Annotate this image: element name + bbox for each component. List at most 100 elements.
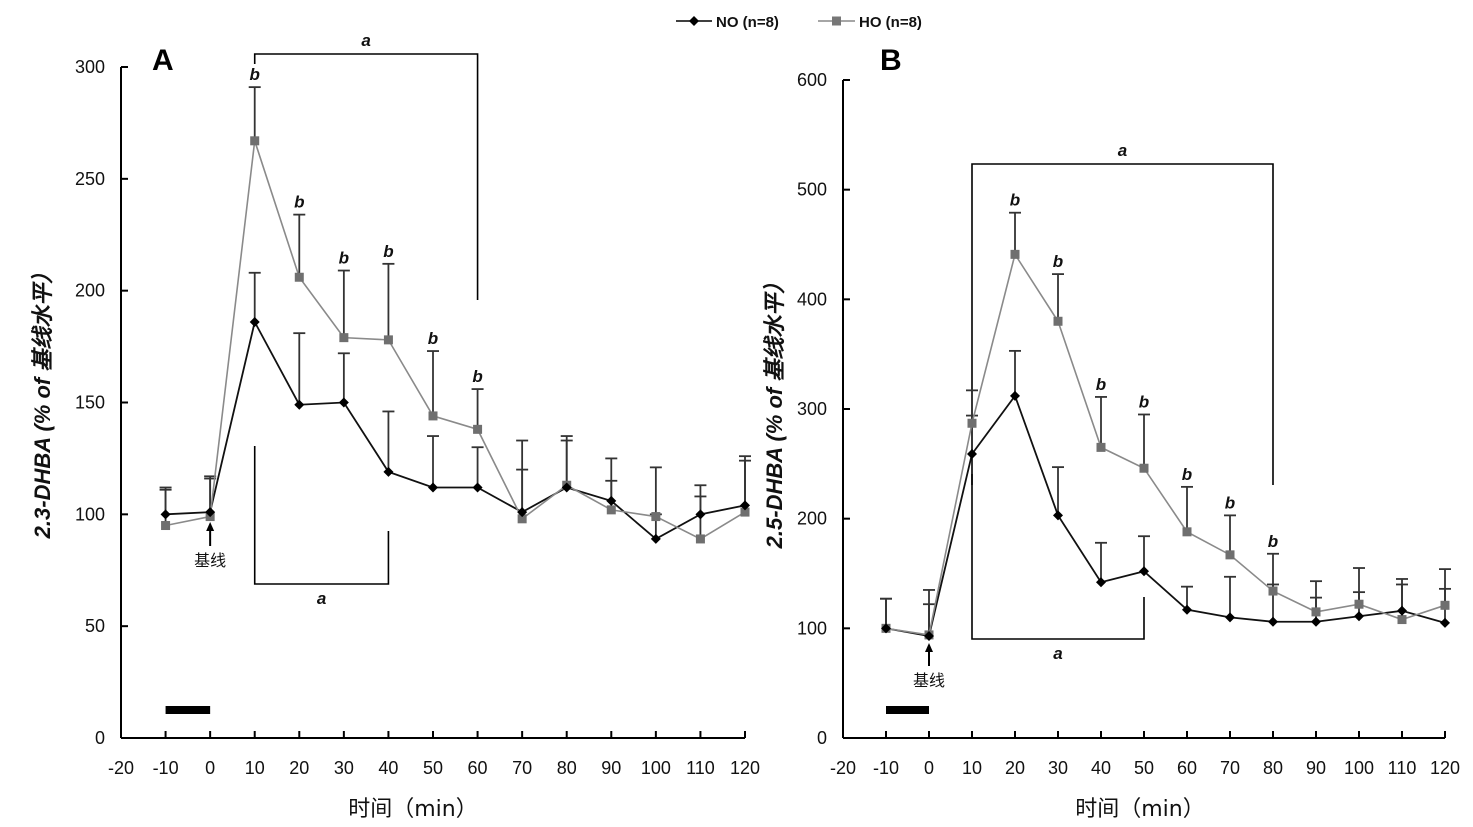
data-point-no	[517, 507, 528, 518]
y-tick-label: 200	[797, 509, 827, 529]
y-tick-label: 500	[797, 180, 827, 200]
x-tick-label: 120	[730, 758, 760, 778]
x-tick-label: -20	[830, 758, 856, 778]
series-markers-b	[881, 249, 1450, 642]
x-axis-a: -20 -10 0 10 20 30 40 50 60 70 80 90 100 110 120	[108, 731, 760, 778]
significance-bracket-top	[971, 163, 1274, 485]
x-tick-label: 60	[1177, 758, 1197, 778]
x-tick-label: 100	[1344, 758, 1374, 778]
x-tick-label: -10	[153, 758, 179, 778]
x-tick-label: 80	[557, 758, 577, 778]
data-point-no	[650, 533, 661, 544]
data-point-no	[160, 509, 171, 520]
data-point-no	[1397, 605, 1407, 616]
annotations-b: 基线 a a b b b b b b b	[886, 141, 1278, 714]
data-point-no	[1268, 616, 1278, 627]
significance-label-b: b	[294, 193, 304, 212]
x-tick-label: 10	[245, 758, 265, 778]
chart-panel-b: B 2.5-DHBA (% of 基线水平） 时间（min） 010020030…	[762, 44, 1460, 822]
y-tick-label: 100	[797, 618, 827, 638]
x-tick-label: 60	[468, 758, 488, 778]
baseline-label: 基线	[194, 551, 226, 570]
data-point-no	[606, 495, 617, 506]
data-point-ho	[606, 505, 616, 515]
y-axis-a: 0 50 100 150 200 250 300	[75, 57, 128, 748]
data-point-no	[1182, 604, 1192, 615]
x-tick-label: 80	[1263, 758, 1283, 778]
legend-marker-diamond	[689, 16, 699, 26]
series-lines-a	[165, 140, 746, 541]
data-point-ho	[339, 333, 349, 343]
x-tick-label: 30	[334, 758, 354, 778]
bracket-top-label: a	[1118, 141, 1127, 160]
y-tick-label: 0	[95, 728, 105, 748]
significance-bracket-bottom	[253, 446, 390, 585]
data-point-no	[1010, 390, 1020, 401]
data-point-no	[428, 482, 438, 493]
y-tick-label: 0	[817, 728, 827, 748]
x-axis-title-b: 时间（min）	[1075, 797, 1205, 822]
data-point-no	[338, 397, 349, 408]
arrow-up-icon	[925, 643, 933, 652]
y-tick-label: 300	[75, 57, 105, 77]
y-axis-title-b: 2.5-DHBA (% of 基线水平）	[762, 272, 787, 550]
x-tick-label: 70	[1220, 758, 1240, 778]
significance-bracket-top	[253, 53, 479, 300]
data-point-no	[294, 399, 305, 410]
series-line-no	[885, 393, 1446, 638]
series-lines-b	[885, 252, 1446, 638]
series-line-ho	[885, 252, 1446, 636]
significance-label-b: b	[1182, 465, 1192, 484]
y-tick-label: 400	[797, 289, 827, 309]
x-tick-label: 20	[1005, 758, 1025, 778]
data-point-ho	[1139, 463, 1149, 473]
x-tick-label: 50	[423, 758, 443, 778]
y-axis-title-a: 2.3-DHBA (% of 基线水平）	[30, 262, 55, 540]
x-tick-label: -10	[873, 758, 899, 778]
bracket-bottom-label: a	[317, 589, 326, 608]
x-tick-label: 0	[205, 758, 215, 778]
significance-label-b: b	[428, 329, 438, 348]
annotations-a: 基线 a a b b b b b b	[165, 31, 483, 714]
x-tick-label: 10	[962, 758, 982, 778]
data-point-no	[249, 316, 260, 327]
x-tick-label: 40	[378, 758, 398, 778]
data-point-ho	[1182, 527, 1192, 537]
legend-marker-square	[832, 16, 841, 26]
data-point-ho	[383, 335, 393, 345]
x-tick-label: 20	[289, 758, 309, 778]
panel-label-a: A	[152, 44, 174, 77]
data-point-ho	[695, 534, 705, 544]
x-tick-label: 50	[1134, 758, 1154, 778]
data-point-no	[1096, 577, 1106, 588]
data-point-ho	[1311, 607, 1321, 617]
data-point-ho	[651, 512, 661, 522]
y-tick-label: 100	[75, 504, 105, 524]
x-tick-label: 90	[1306, 758, 1326, 778]
legend-item-ho: HO (n=8)	[818, 14, 922, 31]
series-line-no	[165, 319, 746, 541]
y-tick-label: 250	[75, 169, 105, 189]
data-point-no	[1354, 611, 1364, 622]
stimulus-bar	[886, 706, 929, 714]
bracket-top-label: a	[361, 31, 370, 50]
data-point-ho	[1010, 249, 1020, 259]
chart-panel-a: A 2.3-DHBA (% of 基线水平） 时间（min） 050100150…	[30, 31, 760, 822]
data-point-ho	[1354, 599, 1364, 609]
error-bars-b	[880, 211, 1451, 637]
data-point-no	[472, 482, 483, 493]
data-point-ho	[740, 507, 750, 517]
x-tick-label: 70	[512, 758, 532, 778]
data-point-no	[881, 623, 891, 634]
data-point-ho	[517, 514, 527, 524]
significance-label-b: b	[1096, 375, 1106, 394]
arrow-up-icon	[206, 522, 215, 531]
significance-label-b: b	[1268, 532, 1278, 551]
data-point-no	[924, 631, 934, 642]
significance-bracket-bottom	[971, 474, 1145, 640]
series-markers-a	[160, 136, 750, 544]
x-tick-label: 0	[924, 758, 934, 778]
error-bars-a	[159, 86, 751, 539]
panel-label-b: B	[880, 44, 902, 77]
x-tick-label: 40	[1091, 758, 1111, 778]
